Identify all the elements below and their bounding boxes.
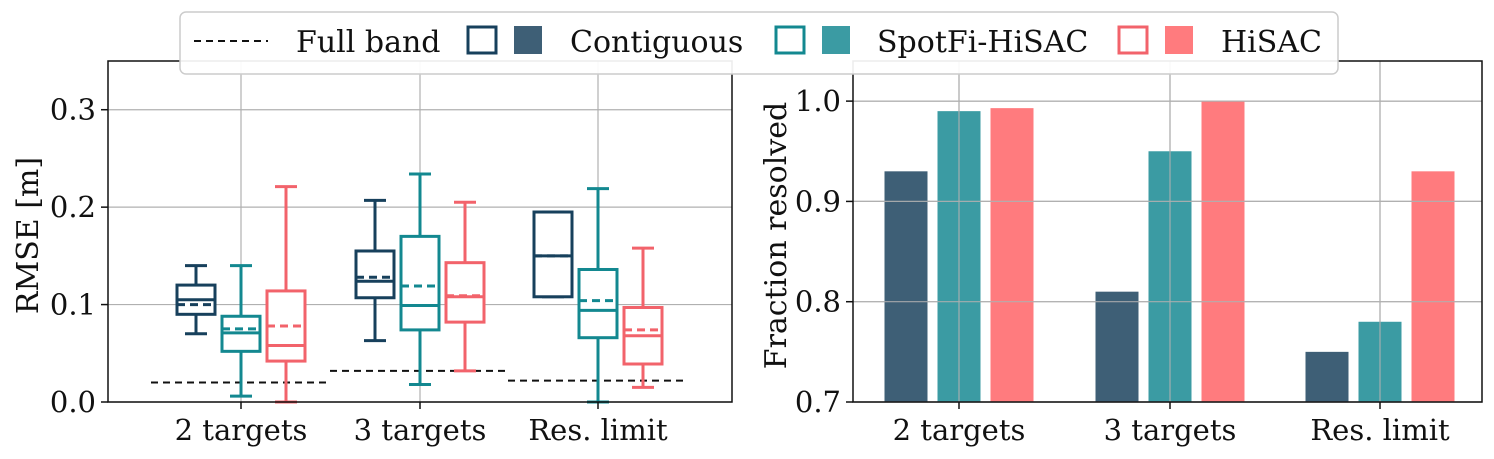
- box-iqr: [399, 234, 441, 332]
- right-xtick-label-2: Res. limit: [1310, 413, 1450, 447]
- rmse-boxplot-panel: 0.0 0.1 0.2 0.3 2 targets 3 targets Res. limit…: [11, 60, 733, 447]
- box-contiguous-1: [354, 198, 396, 343]
- box-iqr: [577, 267, 619, 340]
- left-ytick-label-2: 0.2: [50, 190, 96, 224]
- left-ytick-label-0: 0.0: [50, 385, 96, 419]
- right-ytick-label-3: 1.0: [795, 84, 841, 118]
- box-spotfi-hisac-1: [399, 172, 441, 386]
- left-xtick-label-0: 2 targets: [175, 413, 308, 447]
- bar-contiguous-0: [884, 171, 928, 402]
- legend-spotfi-filled-swatch: [822, 26, 850, 54]
- fraction-resolved-bar-panel: 0.7 0.8 0.9 1.0 2 targets 3 targets Res. limit…: [759, 60, 1483, 447]
- bar-hisac-1: [1201, 101, 1245, 402]
- bar-contiguous-2: [1305, 351, 1349, 402]
- left-ytick-label-1: 0.1: [50, 288, 96, 322]
- legend-spotfi-hollow-swatch: [774, 25, 806, 55]
- right-xtick-label-0: 2 targets: [893, 413, 1026, 447]
- left-xtick-label-1: 3 targets: [354, 413, 487, 447]
- box-contiguous-2: [532, 210, 574, 299]
- right-ytick-label-1: 0.8: [795, 285, 841, 319]
- bar-contiguous-1: [1095, 291, 1139, 402]
- right-ytick-label-2: 0.9: [795, 184, 841, 218]
- bar-hisac-0: [990, 108, 1034, 402]
- left-xtick-label-2: Res. limit: [528, 413, 668, 447]
- box-iqr: [354, 249, 396, 300]
- box-contiguous-0: [175, 264, 217, 336]
- legend-hisac-label: HiSAC: [1221, 25, 1322, 60]
- legend-hisac-hollow-swatch: [1117, 25, 1149, 55]
- legend-spotfi-label: SpotFi-HiSAC: [877, 25, 1088, 60]
- legend: Full band Contiguous SpotFi-HiSAC HiSAC: [179, 11, 1339, 75]
- box-spotfi-hisac-0: [220, 264, 262, 398]
- legend-hisac-filled-swatch: [1165, 26, 1193, 54]
- box-hisac-2: [622, 246, 664, 389]
- left-ytick-label-3: 0.3: [50, 93, 96, 127]
- legend-contiguous-label: Contiguous: [570, 25, 743, 60]
- right-ytick-label-0: 0.7: [795, 385, 841, 419]
- legend-contiguous-hollow-swatch: [466, 25, 498, 55]
- legend-full-band-label: Full band: [296, 25, 440, 60]
- box-iqr: [444, 261, 486, 324]
- right-ylabel: Fraction resolved: [759, 102, 794, 369]
- legend-contiguous-filled-swatch: [514, 26, 542, 54]
- bar-hisac-2: [1411, 171, 1455, 402]
- box-hisac-1: [444, 200, 486, 373]
- right-xtick-label-1: 3 targets: [1104, 413, 1237, 447]
- left-ylabel: RMSE [m]: [11, 157, 46, 314]
- box-spotfi-hisac-2: [577, 187, 619, 404]
- box-hisac-0: [265, 185, 307, 404]
